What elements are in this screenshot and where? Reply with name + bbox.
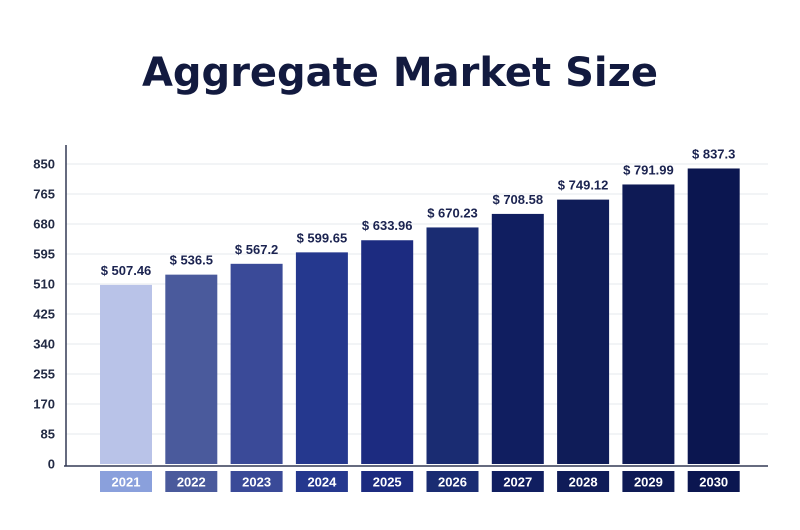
category-badge xyxy=(491,471,544,492)
data-label: $ 708.58 xyxy=(492,192,543,207)
y-tick-label: 680 xyxy=(33,217,55,232)
y-tick-label: 850 xyxy=(33,157,55,172)
x-tick-label: 2026 xyxy=(438,475,467,490)
x-tick-label: 2025 xyxy=(373,475,402,490)
x-tick-label: 2028 xyxy=(569,475,598,490)
data-label: $ 633.96 xyxy=(362,218,413,233)
data-label: $ 536.5 xyxy=(170,253,213,268)
bars xyxy=(100,168,740,464)
bar xyxy=(426,227,479,464)
bar xyxy=(622,184,675,464)
y-tick-label: 255 xyxy=(33,367,55,382)
category-badge xyxy=(687,471,740,492)
bar xyxy=(295,252,348,464)
bar xyxy=(230,263,283,464)
data-label: $ 791.99 xyxy=(623,162,674,177)
data-label: $ 837.3 xyxy=(692,146,735,161)
data-label: $ 670.23 xyxy=(427,205,478,220)
bar xyxy=(361,240,414,464)
bar xyxy=(165,274,218,464)
x-tick-label: 2021 xyxy=(112,475,141,490)
bar xyxy=(557,199,610,464)
x-tick-label: 2029 xyxy=(634,475,663,490)
category-badge xyxy=(295,471,348,492)
value-labels: $ 507.46 $ 536.5 $ 567.2 $ 599.65 $ 633.96 $ … xyxy=(101,146,736,277)
x-tick-label: 2023 xyxy=(242,475,271,490)
y-tick-label: 425 xyxy=(33,307,55,322)
category-badge xyxy=(361,471,414,492)
bar xyxy=(687,168,740,464)
x-tick-label: 2022 xyxy=(177,475,206,490)
y-tick-label: 85 xyxy=(41,427,55,442)
x-tick-label: 2024 xyxy=(307,475,337,490)
x-tick-label: 2027 xyxy=(503,475,532,490)
bar xyxy=(100,284,152,464)
bar xyxy=(491,213,544,464)
y-tick-label: 170 xyxy=(33,397,55,412)
y-tick-label: 510 xyxy=(33,277,55,292)
x-tick-label: 2030 xyxy=(699,475,728,490)
y-tick-label: 0 xyxy=(48,457,55,472)
category-badge xyxy=(100,471,152,492)
y-tick-label: 765 xyxy=(33,187,55,202)
x-axis-categories: 2021 2022 2023 2024 2025 2026 2027 2028 2029 2030 xyxy=(100,471,740,492)
y-axis-ticks: 0 85 170 255 340 425 510 595 680 765 850 xyxy=(33,157,55,472)
category-badge xyxy=(165,471,218,492)
data-label: $ 599.65 xyxy=(297,230,348,245)
y-tick-label: 595 xyxy=(33,247,55,262)
category-badge xyxy=(557,471,610,492)
category-badge xyxy=(426,471,479,492)
data-label: $ 507.46 xyxy=(101,263,152,278)
category-badge xyxy=(230,471,283,492)
chart-title: Aggregate Market Size xyxy=(142,50,658,96)
data-label: $ 749.12 xyxy=(558,178,609,193)
y-tick-label: 340 xyxy=(33,337,55,352)
category-badge xyxy=(622,471,675,492)
data-label: $ 567.2 xyxy=(235,242,278,257)
